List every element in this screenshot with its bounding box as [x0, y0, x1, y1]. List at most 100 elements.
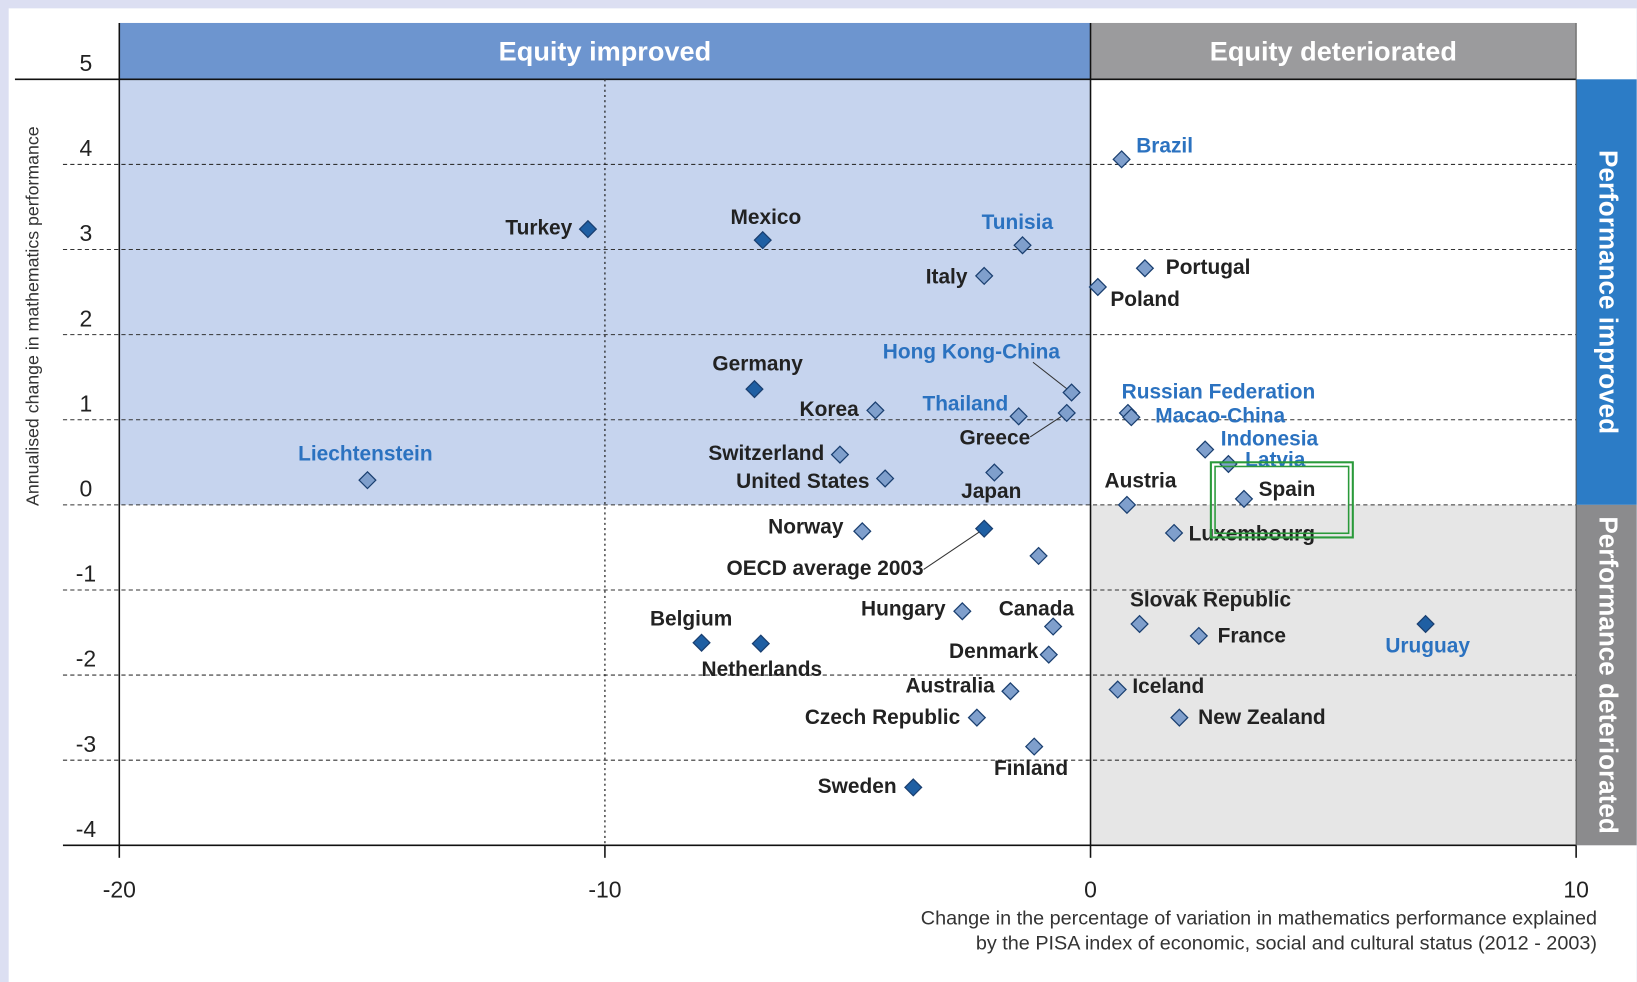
point	[753, 230, 772, 250]
x-tick-label: -20	[103, 876, 136, 902]
point	[875, 469, 895, 488]
y-tick-label: 1	[80, 390, 93, 416]
point	[1170, 708, 1189, 727]
x-tick-label: 10	[1563, 876, 1589, 902]
point	[1195, 440, 1215, 459]
leader-line	[1032, 361, 1072, 393]
point	[853, 522, 872, 541]
point	[1062, 383, 1081, 402]
y-tick-label: -1	[76, 561, 96, 587]
point	[692, 633, 711, 652]
side-text: Performance improved	[1594, 150, 1624, 434]
point	[830, 445, 850, 464]
point	[974, 266, 994, 286]
point-label: France	[1218, 624, 1286, 647]
side-text: Performance deteriorated	[1594, 516, 1624, 833]
point-label: Denmark	[949, 640, 1039, 663]
leader-line	[1029, 412, 1068, 438]
point-label: Thailand	[922, 392, 1008, 415]
point	[1117, 495, 1137, 515]
point-label: Japan	[961, 480, 1021, 503]
point	[1112, 150, 1131, 169]
point-label: Italy	[926, 266, 968, 289]
point	[745, 379, 764, 399]
point-label: Netherlands	[702, 658, 823, 681]
point	[1219, 454, 1238, 474]
point	[1189, 626, 1209, 646]
point	[578, 219, 598, 239]
point	[1088, 277, 1108, 297]
point	[1057, 403, 1076, 423]
point	[1416, 614, 1435, 634]
point	[1039, 645, 1058, 664]
point-label: Turkey	[505, 217, 572, 240]
point	[1122, 407, 1141, 427]
point-label: Slovak Republic	[1130, 589, 1291, 612]
point-label: Belgium	[650, 607, 732, 630]
point-label: Hungary	[861, 598, 946, 621]
point-label: Liechtenstein	[298, 443, 432, 466]
point-label: Mexico	[731, 206, 802, 229]
point-label: Tunisia	[982, 211, 1054, 234]
x-tick-label: 0	[1084, 876, 1097, 902]
y-axis-title: Annualised change in mathematics perform…	[22, 126, 42, 506]
point-label: Austria	[1105, 469, 1177, 492]
x-axis-title: Change in the percentage of variation in…	[921, 908, 1597, 930]
y-tick-label: 0	[80, 476, 93, 502]
y-tick-label: -4	[76, 816, 97, 842]
x-axis-title: by the PISA index of economic, social an…	[976, 933, 1597, 955]
y-tick-label: -2	[76, 646, 96, 672]
point-label: Canada	[999, 597, 1075, 620]
point	[751, 634, 771, 653]
point-label: New Zealand	[1198, 706, 1326, 729]
point	[1043, 617, 1063, 636]
point	[1024, 737, 1044, 756]
header-bar	[119, 22, 1091, 80]
highlight-box-inner	[1214, 465, 1350, 535]
header-text: Equity improved	[499, 35, 712, 66]
point	[358, 470, 377, 490]
point-label: Iceland	[1132, 675, 1204, 698]
point-label: Russian Federation	[1122, 381, 1316, 404]
point-label: Switzerland	[708, 442, 824, 465]
point-label: Germany	[712, 353, 803, 376]
y-tick-label: 3	[80, 220, 93, 246]
header-bar	[1090, 22, 1577, 80]
point-label: United States	[736, 470, 869, 493]
point	[1108, 680, 1127, 699]
point	[1234, 489, 1254, 509]
point	[967, 708, 987, 727]
point-label: Uruguay	[1385, 634, 1470, 657]
point-label: Macao-China	[1155, 405, 1285, 428]
point	[1135, 259, 1155, 278]
point	[1009, 407, 1028, 426]
point	[1013, 236, 1032, 255]
point-label: Australia	[905, 675, 995, 698]
point	[974, 519, 994, 538]
y-tick-label: 5	[80, 50, 93, 76]
header-text: Equity deteriorated	[1210, 35, 1457, 66]
point-label: Latvia	[1245, 448, 1306, 471]
point-label: Hong Kong-China	[883, 340, 1061, 363]
point	[985, 463, 1004, 482]
point	[866, 401, 885, 420]
point	[1001, 682, 1020, 701]
point	[1130, 614, 1149, 634]
x-tick-label: -10	[588, 876, 621, 902]
point	[904, 778, 923, 797]
point-label: Spain	[1259, 478, 1316, 501]
point-label: Greece	[959, 427, 1030, 450]
point-label: OECD average 2003	[727, 557, 924, 580]
y-tick-label: 2	[80, 305, 93, 331]
point-label: Poland	[1110, 288, 1180, 311]
point	[1164, 523, 1184, 543]
point-label: Norway	[768, 516, 844, 539]
highlight-box	[1209, 461, 1354, 539]
point-label: Portugal	[1166, 256, 1251, 279]
side-bar	[1576, 504, 1637, 846]
point-label: Brazil	[1136, 134, 1193, 157]
leader-line	[923, 528, 985, 570]
point-label: Korea	[800, 398, 860, 421]
